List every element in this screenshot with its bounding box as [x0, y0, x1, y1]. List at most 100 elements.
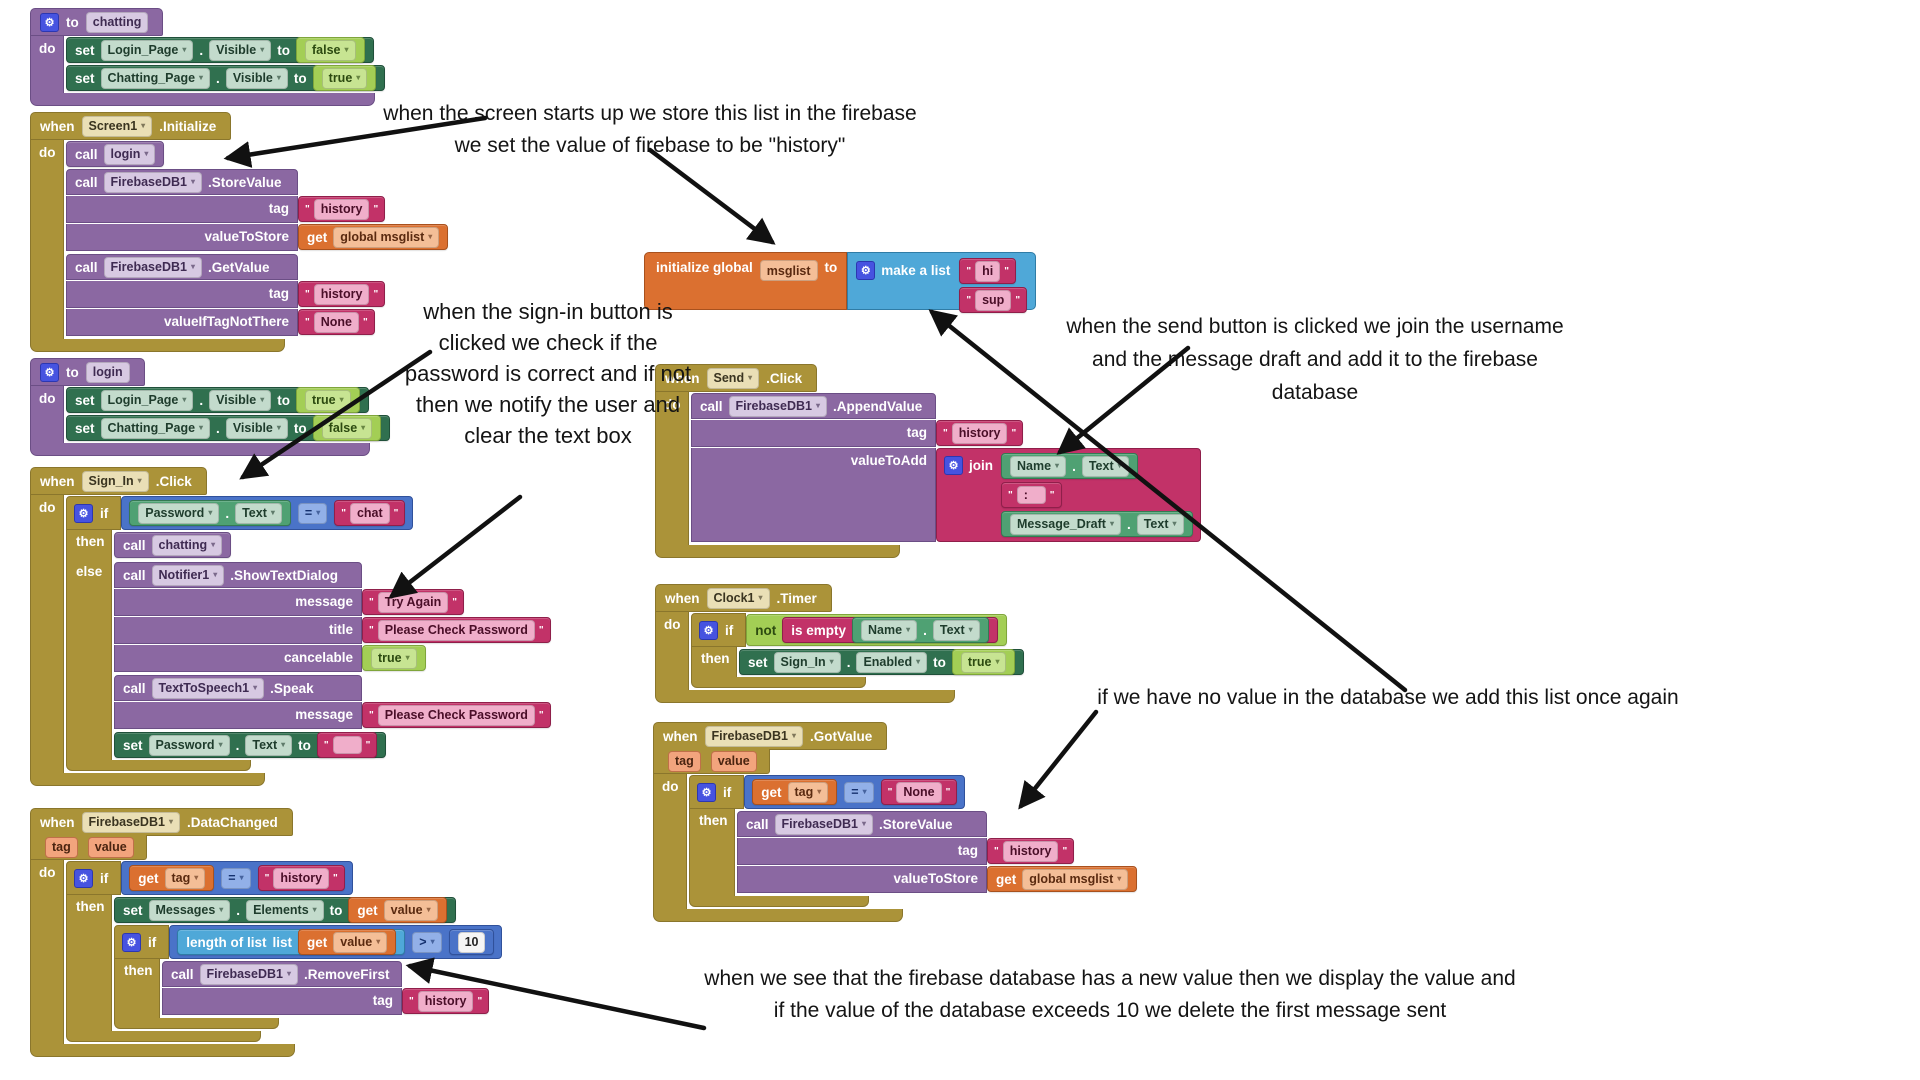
- property-dropdown[interactable]: Visible ▾: [225, 67, 288, 89]
- get-value-block[interactable]: get value ▾: [298, 929, 397, 955]
- mutator-gear-icon[interactable]: ⚙: [697, 782, 716, 802]
- component-dropdown[interactable]: Password ▾: [138, 502, 220, 524]
- block-stack-firebase-datachanged[interactable]: when FirebaseDB1 ▾ .DataChanged tag value…: [30, 808, 503, 1057]
- message-draft-text-getter-block[interactable]: Message_Draft ▾ . Text ▾: [1001, 511, 1193, 537]
- text-string-value[interactable]: history: [417, 990, 474, 1012]
- empty-text-string-block[interactable]: " ": [316, 732, 378, 758]
- event-firebase-datachanged-header[interactable]: when FirebaseDB1 ▾ .DataChanged: [30, 808, 293, 836]
- component-dropdown[interactable]: Clock1 ▾: [706, 587, 770, 609]
- greater-than-comparison-block[interactable]: length of list list get value ▾ > ▾ 10: [169, 925, 503, 959]
- if-header[interactable]: ⚙ if: [114, 925, 170, 959]
- component-dropdown[interactable]: Name ▾: [1010, 455, 1067, 477]
- is-empty-block[interactable]: is empty Name ▾ . Text ▾: [782, 617, 998, 643]
- property-dropdown[interactable]: Text ▾: [932, 619, 980, 641]
- component-dropdown[interactable]: Sign_In ▾: [773, 651, 841, 673]
- text-string-value[interactable]: history: [951, 422, 1008, 444]
- text-string-block[interactable]: " history ": [987, 838, 1075, 864]
- number-block[interactable]: 10: [448, 929, 495, 955]
- variable-dropdown[interactable]: global msglist ▾: [1022, 868, 1129, 890]
- property-dropdown[interactable]: Text ▾: [235, 502, 282, 524]
- get-tag-block[interactable]: get tag ▾: [752, 779, 838, 805]
- boolean-dropdown[interactable]: true ▾: [304, 389, 351, 411]
- logic-true-block[interactable]: true ▾: [362, 645, 426, 671]
- text-string-block[interactable]: " history ": [257, 865, 345, 891]
- boolean-dropdown[interactable]: true ▾: [371, 647, 417, 669]
- component-dropdown[interactable]: Message_Draft ▾: [1010, 513, 1121, 535]
- procedure-dropdown[interactable]: chatting ▾: [151, 534, 223, 556]
- property-dropdown[interactable]: Visible ▾: [209, 39, 272, 61]
- text-string-block[interactable]: " None ": [298, 309, 375, 335]
- variable-dropdown[interactable]: tag ▾: [164, 867, 206, 889]
- component-dropdown[interactable]: Login_Page ▾: [100, 389, 194, 411]
- mutator-gear-icon[interactable]: ⚙: [40, 362, 59, 382]
- text-string-value[interactable]: None: [313, 311, 359, 333]
- operator-dropdown[interactable]: = ▾: [297, 502, 328, 524]
- text-string-block[interactable]: " chat ": [334, 500, 406, 526]
- mutator-gear-icon[interactable]: ⚙: [699, 620, 718, 640]
- component-dropdown[interactable]: TextToSpeech1 ▾: [151, 677, 265, 699]
- param-value[interactable]: value: [87, 836, 134, 858]
- if-block[interactable]: ⚙ if get tag ▾ = ▾ " None " then: [689, 775, 1138, 907]
- block-stack-screen1-initialize[interactable]: when Screen1 ▾ .Initialize do call login ▾…: [30, 112, 449, 352]
- component-dropdown[interactable]: Screen1 ▾: [81, 115, 153, 137]
- block-stack-signin-click[interactable]: when Sign_In ▾ .Click do ⚙ if Password ▾: [30, 467, 551, 786]
- block-stack-init-global-msglist[interactable]: initialize global msglist to ⚙ make a lis…: [644, 252, 1037, 313]
- mutator-gear-icon[interactable]: ⚙: [856, 261, 876, 280]
- get-value-block[interactable]: get value ▾: [348, 897, 447, 923]
- event-firebase-gotvalue-header[interactable]: when FirebaseDB1 ▾ .GotValue: [653, 722, 888, 750]
- component-dropdown[interactable]: FirebaseDB1 ▾: [103, 256, 202, 278]
- component-dropdown[interactable]: FirebaseDB1 ▾: [199, 963, 298, 985]
- if-block[interactable]: ⚙ if get tag ▾ = ▾ " history " then: [66, 861, 503, 1042]
- text-string-value[interactable]: None: [896, 781, 942, 803]
- boolean-dropdown[interactable]: true ▾: [960, 651, 1007, 673]
- name-text-getter-block[interactable]: Name ▾ . Text ▾: [852, 617, 989, 643]
- component-dropdown[interactable]: Chatting_Page ▾: [100, 417, 211, 439]
- call-firebase-storevalue-block[interactable]: call FirebaseDB1 ▾ .StoreValue tag " histo…: [737, 811, 1138, 894]
- procedure-name-field[interactable]: login: [85, 361, 130, 383]
- component-dropdown[interactable]: FirebaseDB1 ▾: [774, 813, 873, 835]
- if-header[interactable]: ⚙ if: [66, 861, 122, 895]
- call-notifier-showtextdialog-block[interactable]: call Notifier1 ▾ .ShowTextDialog message …: [114, 562, 551, 673]
- block-stack-firebase-gotvalue[interactable]: when FirebaseDB1 ▾ .GotValue tag value do…: [653, 722, 1138, 922]
- text-string-block[interactable]: " Try Again ": [362, 589, 464, 615]
- component-dropdown[interactable]: Chatting_Page ▾: [100, 67, 211, 89]
- call-firebase-storevalue-block[interactable]: call FirebaseDB1 ▾ .StoreValue tag " histo…: [66, 169, 449, 252]
- component-dropdown[interactable]: Messages ▾: [148, 899, 231, 921]
- operator-dropdown[interactable]: = ▾: [844, 781, 874, 803]
- equals-comparison-block[interactable]: get tag ▾ = ▾ " None ": [744, 775, 966, 809]
- variable-dropdown[interactable]: value ▾: [333, 931, 388, 953]
- text-string-value[interactable]: hi: [975, 260, 1001, 282]
- number-value[interactable]: 10: [457, 931, 486, 953]
- boolean-dropdown[interactable]: false ▾: [321, 417, 373, 439]
- text-string-value[interactable]: chat: [349, 502, 390, 524]
- make-a-list-block[interactable]: ⚙ make a list " hi " " sup ": [847, 252, 1037, 313]
- property-dropdown[interactable]: Text ▾: [1136, 513, 1184, 535]
- event-screen1-initialize-header[interactable]: when Screen1 ▾ .Initialize: [30, 112, 232, 140]
- get-tag-block[interactable]: get tag ▾: [129, 865, 215, 891]
- component-dropdown[interactable]: Notifier1 ▾: [151, 564, 225, 586]
- call-firebase-removefirst-block[interactable]: call FirebaseDB1 ▾ .RemoveFirst tag " hist…: [162, 961, 490, 1016]
- text-string-block[interactable]: " history ": [936, 420, 1024, 446]
- logic-false-block[interactable]: false ▾: [312, 415, 382, 441]
- text-string-block[interactable]: " Please Check Password ": [362, 617, 551, 643]
- procedure-chatting-header[interactable]: ⚙ to chatting: [30, 8, 164, 36]
- property-dropdown[interactable]: Text ▾: [1081, 455, 1129, 477]
- text-string-value[interactable]: Please Check Password: [377, 619, 535, 641]
- text-string-block[interactable]: " history ": [298, 281, 386, 307]
- component-dropdown[interactable]: Password ▾: [148, 734, 230, 756]
- param-tag[interactable]: tag: [668, 750, 701, 772]
- set-chatting-page-visible-block[interactable]: set Chatting_Page ▾ . Visible ▾ to true ▾: [66, 65, 386, 91]
- initialize-global-block[interactable]: initialize global msglist to: [644, 252, 848, 310]
- procedure-login-header[interactable]: ⚙ to login: [30, 358, 145, 386]
- if-header[interactable]: ⚙ if: [691, 613, 747, 647]
- global-variable-name-field[interactable]: msglist: [759, 260, 818, 281]
- logic-false-block[interactable]: false ▾: [295, 37, 365, 63]
- property-dropdown[interactable]: Visible ▾: [209, 389, 272, 411]
- get-variable-block[interactable]: get global msglist ▾: [298, 224, 449, 250]
- block-stack-clock1-timer[interactable]: when Clock1 ▾ .Timer do ⚙ if not i: [655, 584, 1025, 703]
- logic-not-block[interactable]: not is empty Name ▾ . Text ▾: [746, 614, 1007, 646]
- call-login-block[interactable]: call login ▾: [66, 141, 165, 167]
- if-header[interactable]: ⚙ if: [689, 775, 745, 809]
- component-dropdown[interactable]: FirebaseDB1 ▾: [704, 725, 803, 747]
- text-string-value[interactable]: Try Again: [377, 591, 449, 613]
